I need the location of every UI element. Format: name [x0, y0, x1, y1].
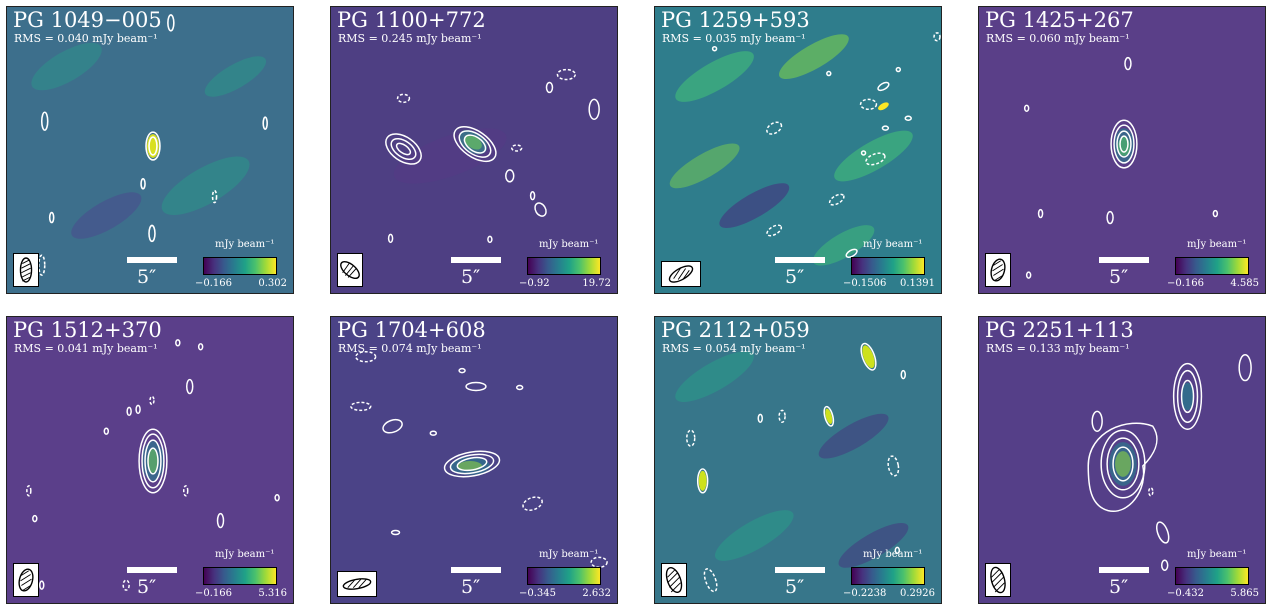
radio-map — [655, 7, 941, 293]
image-panel-pg2251: PG 2251+113 RMS = 0.133 mJy beam⁻¹ 5″ mJ… — [978, 316, 1266, 604]
panel-title: PG 1049−005 — [13, 8, 162, 32]
colorbar — [203, 567, 277, 585]
scale-label: 5″ — [461, 266, 481, 288]
panel-title: PG 2112+059 — [661, 318, 810, 342]
beam-ellipse-icon — [13, 253, 39, 287]
panel-title: PG 2251+113 — [985, 318, 1134, 342]
colorbar-min: −0.345 — [519, 588, 557, 599]
beam-ellipse-icon — [985, 563, 1011, 597]
scale-label: 5″ — [1109, 266, 1129, 288]
colorbar-unit: mJy beam⁻¹ — [539, 549, 599, 560]
beam-ellipse-icon — [661, 563, 687, 597]
rms-label: RMS = 0.133 mJy beam⁻¹ — [986, 342, 1130, 355]
image-panel-pg2112: PG 2112+059 RMS = 0.054 mJy beam⁻¹ 5″ mJ… — [654, 316, 942, 604]
colorbar — [1175, 567, 1249, 585]
scale-bar — [451, 257, 501, 263]
image-panel-pg1512: PG 1512+370 RMS = 0.041 mJy beam⁻¹ 5″ mJ… — [6, 316, 294, 604]
rms-label: RMS = 0.054 mJy beam⁻¹ — [662, 342, 806, 355]
image-panel-pg1100: PG 1100+772 RMS = 0.245 mJy beam⁻¹ 5″ mJ… — [330, 6, 618, 294]
rms-label: RMS = 0.245 mJy beam⁻¹ — [338, 32, 482, 45]
rms-label: RMS = 0.041 mJy beam⁻¹ — [14, 342, 158, 355]
colorbar-max: 0.1391 — [900, 278, 935, 289]
radio-map — [979, 7, 1265, 293]
colorbar-unit: mJy beam⁻¹ — [1187, 239, 1247, 250]
beam-ellipse-icon — [337, 253, 363, 287]
colorbar — [203, 257, 277, 275]
panel-title: PG 1259+593 — [661, 8, 810, 32]
image-panel-pg1425: PG 1425+267 RMS = 0.060 mJy beam⁻¹ 5″ mJ… — [978, 6, 1266, 294]
beam-ellipse-icon — [985, 253, 1011, 287]
rms-label: RMS = 0.074 mJy beam⁻¹ — [338, 342, 482, 355]
colorbar-unit: mJy beam⁻¹ — [215, 549, 275, 560]
colorbar-min: −0.166 — [195, 588, 233, 599]
panel-title: PG 1100+772 — [337, 8, 486, 32]
colorbar-min: −0.1506 — [843, 278, 887, 289]
colorbar-unit: mJy beam⁻¹ — [1187, 549, 1247, 560]
scale-bar — [1099, 257, 1149, 263]
colorbar-max: 19.72 — [582, 278, 611, 289]
scale-bar — [1099, 567, 1149, 573]
beam-ellipse-icon — [661, 261, 701, 287]
colorbar — [851, 567, 925, 585]
scale-label: 5″ — [1109, 576, 1129, 598]
scale-label: 5″ — [461, 576, 481, 598]
colorbar-min: −0.166 — [1167, 278, 1205, 289]
radio-map — [331, 317, 617, 603]
colorbar-max: 5.316 — [258, 588, 287, 599]
panel-title: PG 1704+608 — [337, 318, 486, 342]
colorbar — [851, 257, 925, 275]
colorbar-max: 5.865 — [1230, 588, 1259, 599]
image-panel-pg1259: PG 1259+593 RMS = 0.035 mJy beam⁻¹ 5″ mJ… — [654, 6, 942, 294]
panel-title: PG 1512+370 — [13, 318, 162, 342]
rms-label: RMS = 0.035 mJy beam⁻¹ — [662, 32, 806, 45]
scale-label: 5″ — [137, 576, 157, 598]
radio-map — [979, 317, 1265, 603]
colorbar-max: 4.585 — [1230, 278, 1259, 289]
scale-bar — [775, 567, 825, 573]
rms-label: RMS = 0.040 mJy beam⁻¹ — [14, 32, 158, 45]
scale-bar — [451, 567, 501, 573]
scale-label: 5″ — [137, 266, 157, 288]
scale-label: 5″ — [785, 576, 805, 598]
radio-map — [331, 7, 617, 293]
image-panel-pg1049: PG 1049−005 RMS = 0.040 mJy beam⁻¹ 5″ mJ… — [6, 6, 294, 294]
colorbar-unit: mJy beam⁻¹ — [863, 549, 923, 560]
radio-map — [655, 317, 941, 603]
scale-bar — [127, 257, 177, 263]
colorbar-unit: mJy beam⁻¹ — [215, 239, 275, 250]
colorbar-min: −0.92 — [519, 278, 550, 289]
scale-label: 5″ — [785, 266, 805, 288]
radio-map — [7, 317, 293, 603]
rms-label: RMS = 0.060 mJy beam⁻¹ — [986, 32, 1130, 45]
colorbar-min: −0.166 — [195, 278, 233, 289]
colorbar — [527, 567, 601, 585]
colorbar — [1175, 257, 1249, 275]
radio-map — [7, 7, 293, 293]
scale-bar — [775, 257, 825, 263]
colorbar — [527, 257, 601, 275]
image-panel-pg1704: PG 1704+608 RMS = 0.074 mJy beam⁻¹ 5″ mJ… — [330, 316, 618, 604]
colorbar-unit: mJy beam⁻¹ — [863, 239, 923, 250]
colorbar-max: 2.632 — [582, 588, 611, 599]
colorbar-min: −0.2238 — [843, 588, 887, 599]
colorbar-max: 0.302 — [258, 278, 287, 289]
panel-title: PG 1425+267 — [985, 8, 1134, 32]
colorbar-unit: mJy beam⁻¹ — [539, 239, 599, 250]
colorbar-min: −0.432 — [1167, 588, 1205, 599]
beam-ellipse-icon — [337, 571, 377, 597]
scale-bar — [127, 567, 177, 573]
colorbar-max: 0.2926 — [900, 588, 935, 599]
beam-ellipse-icon — [13, 563, 39, 597]
